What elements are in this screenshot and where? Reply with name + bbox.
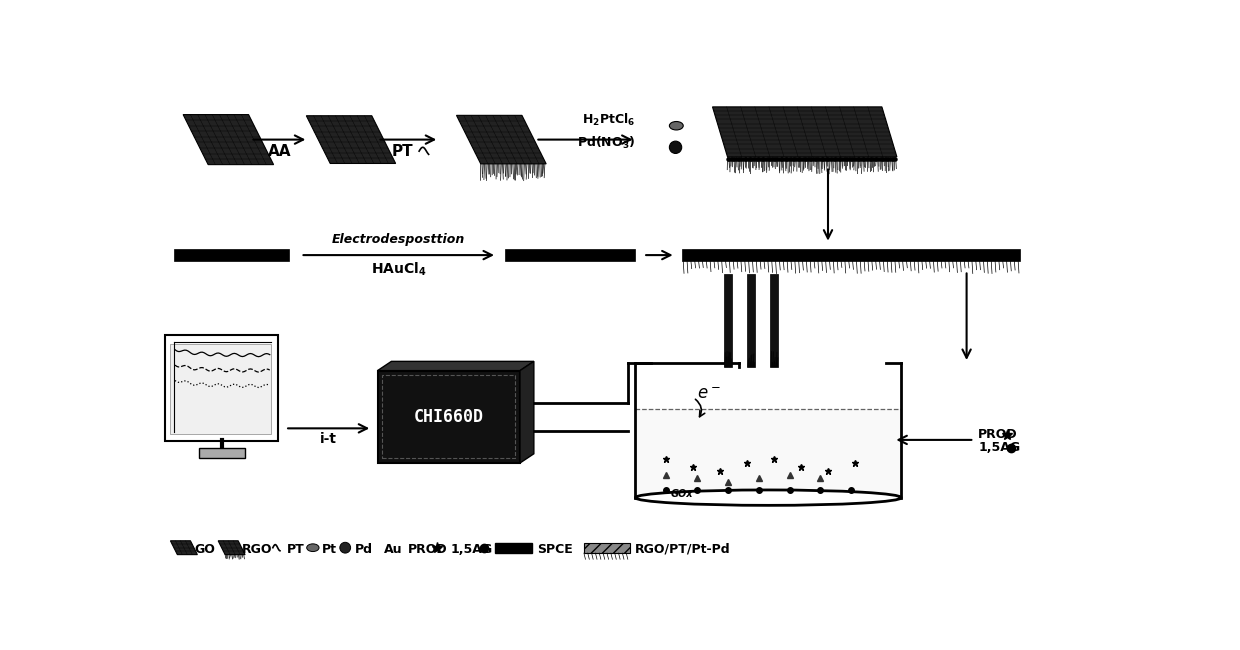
Text: Pd: Pd	[355, 543, 372, 556]
Bar	[198, 448, 244, 458]
Polygon shape	[377, 361, 534, 370]
Bar	[174, 249, 289, 261]
Text: PT: PT	[392, 144, 413, 159]
Bar	[748, 274, 755, 367]
Ellipse shape	[635, 490, 901, 505]
Bar	[682, 249, 1021, 261]
Text: SPCE: SPCE	[537, 543, 573, 556]
Ellipse shape	[670, 122, 683, 130]
FancyBboxPatch shape	[170, 344, 272, 434]
FancyBboxPatch shape	[165, 335, 278, 441]
Text: 1,5AG: 1,5AG	[978, 441, 1021, 454]
Bar	[584, 543, 630, 553]
Text: $\mathbf{Pd(NO_3)}$: $\mathbf{Pd(NO_3)}$	[578, 135, 635, 151]
Polygon shape	[184, 114, 274, 164]
Text: GOx: GOx	[671, 489, 693, 499]
Text: PT: PT	[286, 543, 305, 556]
Text: 1,5AG: 1,5AG	[450, 543, 492, 556]
Polygon shape	[306, 116, 396, 163]
Text: PROD: PROD	[408, 543, 448, 556]
Text: Electrodesposttion: Electrodesposttion	[332, 233, 465, 246]
Polygon shape	[520, 361, 534, 463]
Text: $\mathbf{H_2PtCl_6}$: $\mathbf{H_2PtCl_6}$	[582, 112, 635, 129]
Polygon shape	[170, 541, 197, 554]
Bar	[495, 543, 532, 553]
Bar	[377, 370, 520, 463]
Text: RGO/PT/Pt-Pd: RGO/PT/Pt-Pd	[635, 543, 730, 556]
Circle shape	[340, 542, 351, 553]
Text: AA: AA	[268, 144, 291, 159]
Text: GO: GO	[195, 543, 216, 556]
Text: $e^-$: $e^-$	[697, 385, 720, 403]
Polygon shape	[713, 107, 897, 157]
Polygon shape	[456, 115, 546, 164]
Text: Au: Au	[383, 543, 402, 556]
Bar	[505, 249, 635, 261]
Bar	[724, 274, 732, 367]
Text: PROD: PROD	[978, 428, 1018, 441]
Text: CHI660D: CHI660D	[414, 408, 484, 426]
Ellipse shape	[306, 544, 319, 552]
Circle shape	[670, 141, 682, 153]
Text: $\mathbf{HAuCl_4}$: $\mathbf{HAuCl_4}$	[371, 260, 427, 278]
Text: RGO: RGO	[242, 543, 273, 556]
Polygon shape	[218, 541, 246, 554]
Bar	[770, 274, 777, 367]
Text: Pt: Pt	[322, 543, 337, 556]
Text: i-t: i-t	[320, 432, 337, 446]
